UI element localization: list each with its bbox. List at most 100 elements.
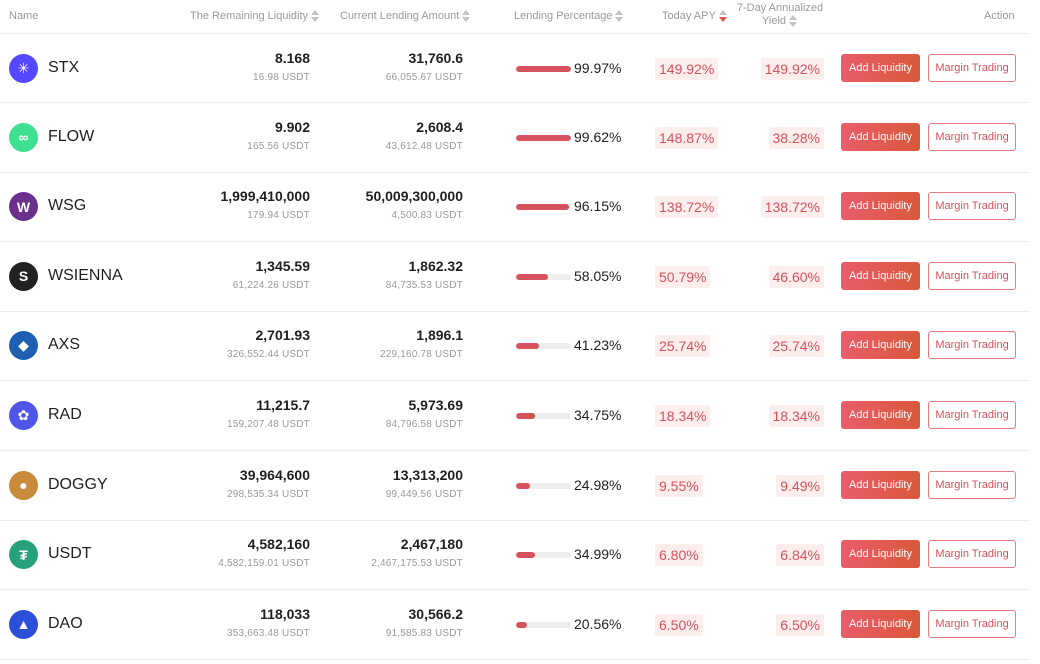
add-liquidity-button[interactable]: Add Liquidity <box>841 54 920 82</box>
margin-trading-button[interactable]: Margin Trading <box>928 192 1016 221</box>
lending-percentage: 24.98% <box>574 476 622 493</box>
table-row: ∞ FLOW 9.902 165.56 USDT 2,608.4 43,612.48 US… <box>0 103 1030 173</box>
margin-trading-button[interactable]: Margin Trading <box>928 331 1016 360</box>
lending-progress-bar <box>516 482 571 489</box>
table-row: S WSIENNA 1,345.59 61,224.26 USDT 1,862.32 84… <box>0 242 1030 312</box>
remaining-liquidity: 1,999,410,000 <box>220 188 310 205</box>
sort-icon[interactable] <box>789 15 798 28</box>
header-action: Action <box>984 10 1015 23</box>
lending-progress-bar <box>516 413 571 419</box>
coin-glyph: ✳ <box>17 60 30 76</box>
add-liquidity-button[interactable]: Add Liquidity <box>841 609 920 638</box>
today-apy: 6.50% <box>655 613 703 636</box>
header-lending-label: Current Lending Amount <box>340 10 460 22</box>
wsienna-icon: S <box>9 261 38 291</box>
sort-desc-icon[interactable] <box>718 10 728 23</box>
header-7day-yield[interactable]: 7-Day Annualized Yield <box>735 2 825 28</box>
sort-icon[interactable] <box>615 10 624 23</box>
coin-name: RAD <box>48 406 82 423</box>
lending-progress-bar <box>516 66 571 72</box>
coin-glyph: ◆ <box>18 337 29 354</box>
remaining-liquidity-usdt: 61,224.26 USDT <box>232 279 310 291</box>
remaining-liquidity: 1,345.59 <box>255 257 311 274</box>
doggy-icon: ● <box>9 470 38 500</box>
table-row: ✳ STX 8.168 16.98 USDT 31,760.6 66,055.67 USD… <box>0 33 1030 103</box>
current-lending: 1,896.1 <box>416 327 463 344</box>
sort-icon[interactable] <box>311 10 320 23</box>
current-lending-usdt: 66,055.67 USDT <box>385 72 463 83</box>
table-row: W WSG 1,999,410,000 179.94 USDT 50,009,300,0… <box>0 172 1030 243</box>
add-liquidity-button[interactable]: Add Liquidity <box>841 122 920 151</box>
add-liquidity-button[interactable]: Add Liquidity <box>841 192 920 221</box>
margin-trading-button[interactable]: Margin Trading <box>928 122 1016 151</box>
header-remaining-liquidity[interactable]: The Remaining Liquidity <box>190 10 320 23</box>
today-apy: 149.92% <box>655 58 719 80</box>
remaining-liquidity: 11,215.7 <box>256 397 310 413</box>
remaining-liquidity: 9.902 <box>274 118 310 135</box>
remaining-liquidity-usdt: 353,663.48 USDT <box>226 627 310 639</box>
header-current-lending[interactable]: Current Lending Amount <box>340 10 471 23</box>
today-apy: 138.72% <box>655 196 719 219</box>
lending-progress-bar <box>516 273 571 280</box>
coin-glyph: W <box>16 198 31 215</box>
today-apy: 18.34% <box>655 405 711 427</box>
add-liquidity-button[interactable]: Add Liquidity <box>841 261 920 290</box>
current-lending-usdt: 84,796.58 USDT <box>385 419 463 430</box>
usdt-icon: ₮ <box>9 540 38 570</box>
margin-trading-button[interactable]: Margin Trading <box>928 261 1016 290</box>
axs-icon: ◆ <box>9 331 38 361</box>
flow-icon: ∞ <box>9 122 38 152</box>
lending-progress-fill <box>516 482 530 489</box>
coin-glyph: ● <box>19 477 28 494</box>
add-liquidity-button[interactable]: Add Liquidity <box>841 401 920 429</box>
header-lending-percentage[interactable]: Lending Percentage <box>514 10 624 23</box>
current-lending: 5,973.69 <box>408 397 464 413</box>
coin-glyph: ₮ <box>19 546 28 563</box>
current-lending: 30,566.2 <box>408 605 464 622</box>
lending-progress-fill <box>516 134 571 141</box>
lending-percentage: 99.97% <box>574 60 622 76</box>
seven-day-yield: 138.72% <box>760 196 824 219</box>
today-apy: 25.74% <box>655 335 711 358</box>
margin-trading-button[interactable]: Margin Trading <box>928 54 1016 82</box>
seven-day-yield: 46.60% <box>768 265 824 288</box>
margin-trading-button[interactable]: Margin Trading <box>928 540 1016 569</box>
coin-glyph: ▲ <box>16 616 31 633</box>
remaining-liquidity: 118,033 <box>260 605 310 622</box>
add-liquidity-button[interactable]: Add Liquidity <box>841 470 920 499</box>
header-today-apy[interactable]: Today APY <box>662 10 728 23</box>
remaining-liquidity: 39,964,600 <box>239 466 310 483</box>
lending-progress-fill <box>516 621 528 628</box>
coin-name: STX <box>48 59 80 76</box>
margin-trading-button[interactable]: Margin Trading <box>928 609 1016 638</box>
lending-percentage: 34.99% <box>574 546 622 563</box>
lending-progress-fill <box>516 66 571 72</box>
table-row: ₮ USDT 4,582,160 4,582,159.01 USDT 2,467,180… <box>0 520 1030 591</box>
header-action-label: Action <box>984 10 1015 22</box>
lending-percentage: 58.05% <box>574 267 622 284</box>
current-lending-usdt: 43,612.48 USDT <box>385 140 463 152</box>
margin-trading-button[interactable]: Margin Trading <box>928 401 1016 429</box>
lending-percentage: 34.75% <box>574 407 622 423</box>
header-yield-label-1: 7-Day Annualized <box>736 2 824 14</box>
lending-progress-fill <box>516 273 548 280</box>
coin-glyph: ✿ <box>17 407 30 423</box>
add-liquidity-button[interactable]: Add Liquidity <box>841 540 920 569</box>
header-name-label: Name <box>9 10 39 22</box>
coin-glyph: S <box>18 268 29 285</box>
stx-icon: ✳ <box>9 54 38 83</box>
sort-icon[interactable] <box>462 10 471 23</box>
lending-progress-fill <box>516 204 569 211</box>
lending-progress-fill <box>516 552 536 559</box>
coin-name: WSIENNA <box>48 266 123 284</box>
remaining-liquidity-usdt: 326,552.44 USDT <box>226 349 310 361</box>
coin-name: DAO <box>48 614 83 632</box>
current-lending-usdt: 4,500.83 USDT <box>391 210 463 222</box>
lending-progress-bar <box>516 343 571 350</box>
current-lending: 31,760.6 <box>408 50 464 66</box>
header-remaining-label: The Remaining Liquidity <box>190 10 309 22</box>
current-lending-usdt: 99,449.56 USDT <box>385 488 463 500</box>
add-liquidity-button[interactable]: Add Liquidity <box>841 331 920 360</box>
lending-progress-bar <box>516 621 571 628</box>
margin-trading-button[interactable]: Margin Trading <box>928 470 1016 499</box>
